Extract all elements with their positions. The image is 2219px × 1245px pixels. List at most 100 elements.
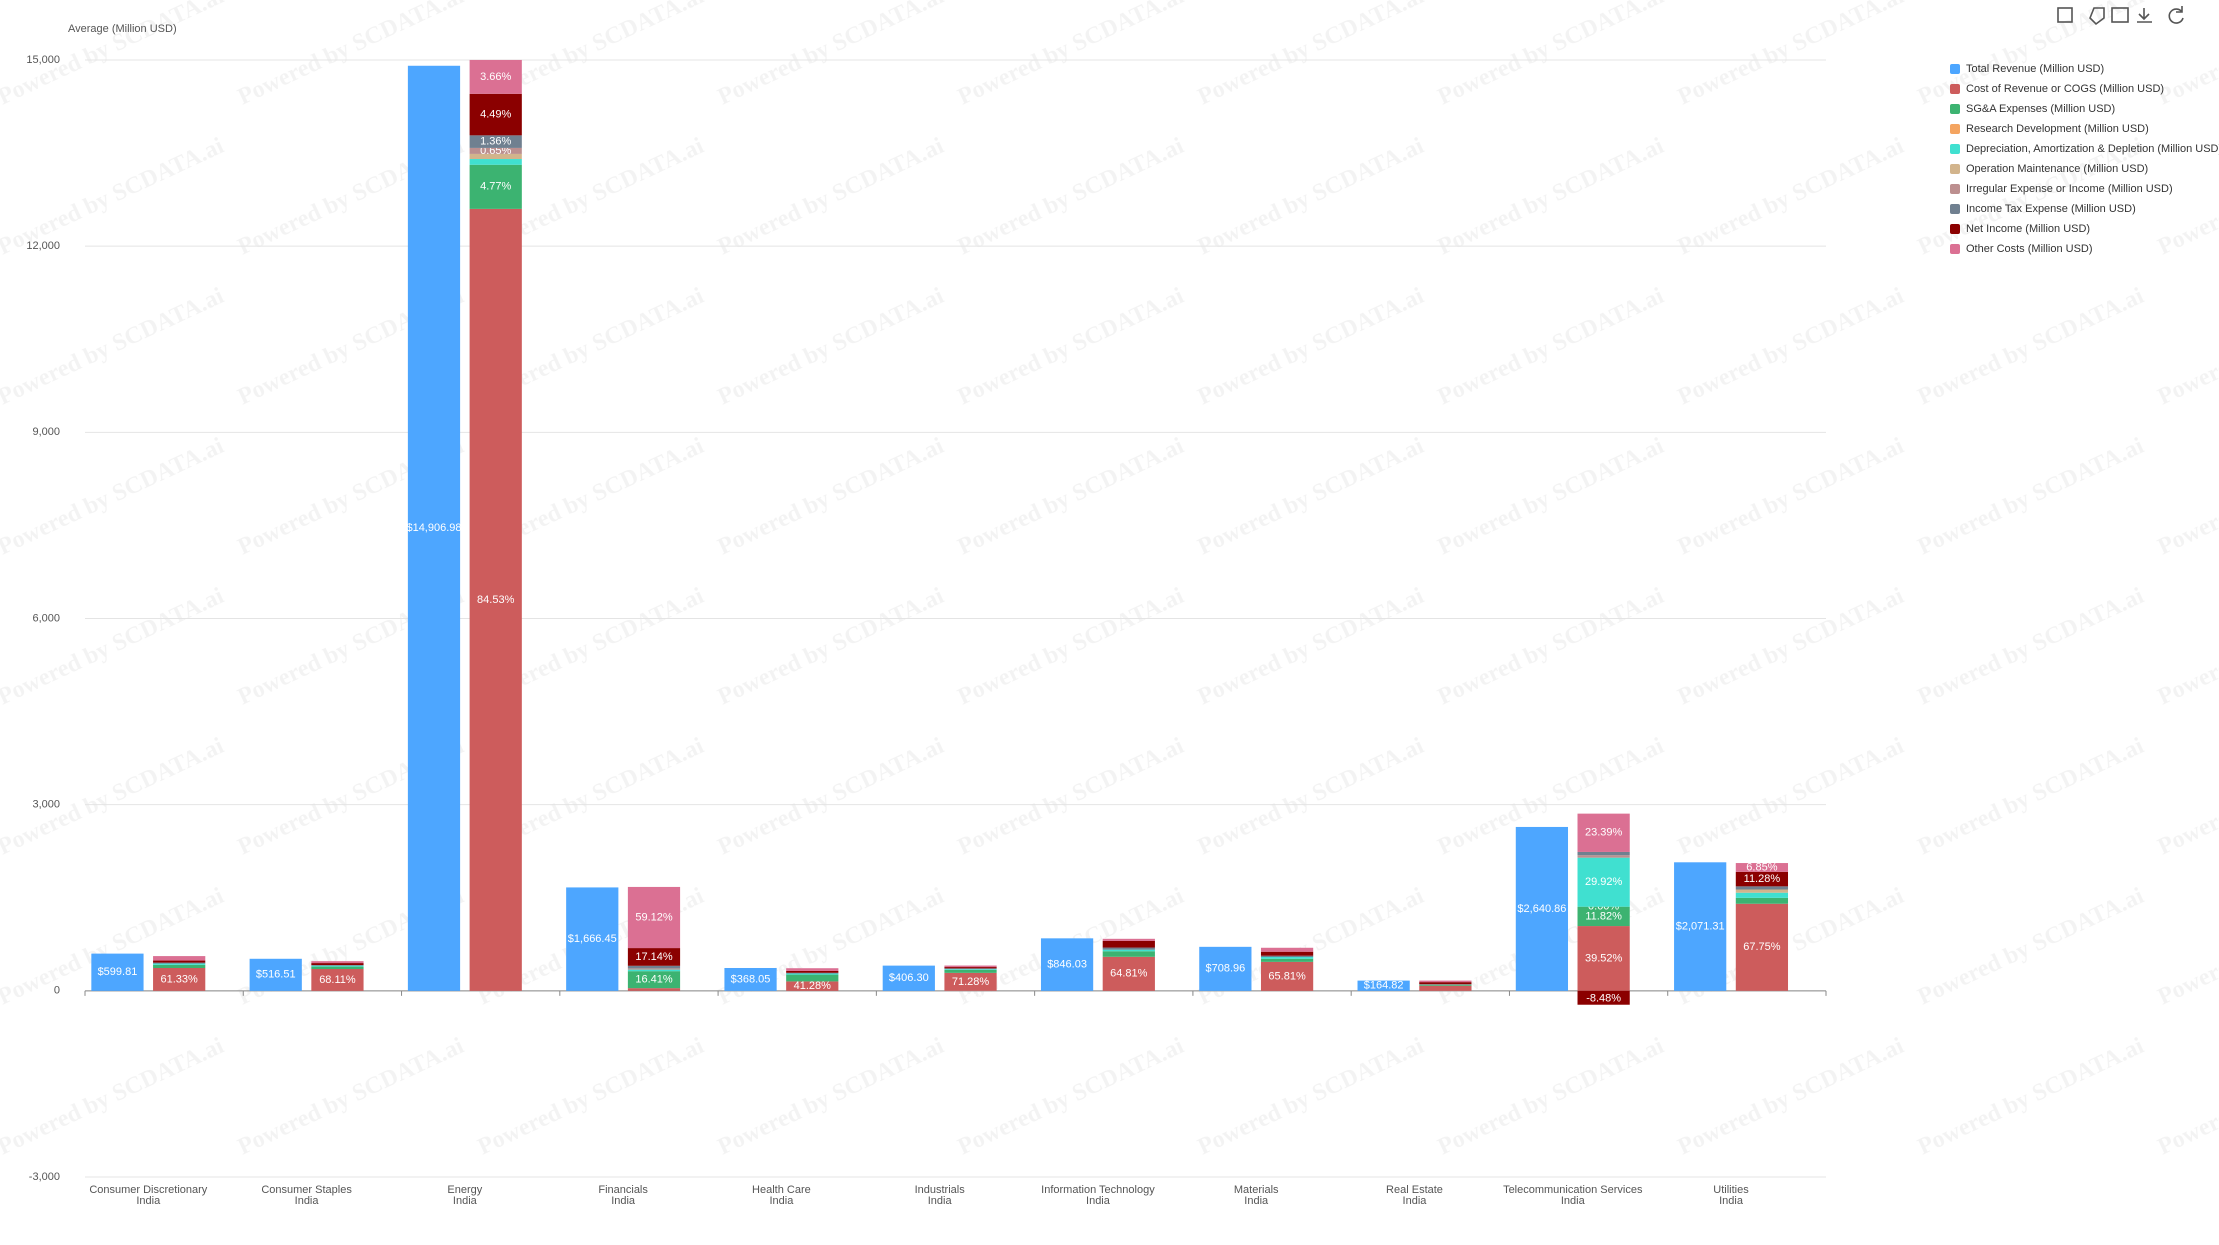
x-tick-label: Real Estate <box>1386 1184 1443 1196</box>
legend-label: Other Costs (Million USD) <box>1966 243 2093 255</box>
x-tick-label: Industrials <box>915 1184 966 1196</box>
stack-segment <box>1577 857 1630 907</box>
x-tick-label: India <box>1719 1195 1744 1207</box>
watermark: Powered by SCDATA.ai <box>1194 433 1428 561</box>
legend-label: Total Revenue (Million USD) <box>1966 63 2104 75</box>
stack-segment <box>944 968 997 970</box>
stack-segment <box>469 159 522 165</box>
x-tick-label: Materials <box>1234 1184 1279 1196</box>
stack-segment <box>944 969 997 970</box>
stack-segment <box>153 968 206 991</box>
watermark: Powered by SCDATA.ai <box>1194 283 1428 411</box>
stack-segment <box>469 208 522 991</box>
stack-segment <box>1102 938 1155 941</box>
watermark: Powered by SCDATA.ai <box>1194 133 1428 261</box>
legend-label: SG&A Expenses (Million USD) <box>1966 103 2115 115</box>
watermark: Powered by SCDATA.ai <box>1194 0 1428 110</box>
stack-segment <box>944 969 997 973</box>
watermark: Powered by SCDATA.ai <box>714 433 948 561</box>
watermark: Powered by SCDATA.ai <box>1914 283 2148 411</box>
segment-label: 61.33% <box>161 973 199 985</box>
watermark: Powered by SCDATA.ai <box>2154 583 2219 711</box>
segment-label: -0.15% <box>320 993 355 1005</box>
watermark: Powered by SCDATA.ai <box>2154 733 2219 861</box>
stack-segment <box>786 968 839 971</box>
bar-value-label: $2,640.86 <box>1517 903 1566 915</box>
stack-segment <box>627 886 681 949</box>
y-tick-label: 0 <box>54 985 60 997</box>
segment-label: 41.28% <box>794 980 832 992</box>
x-tick-label: India <box>769 1195 794 1207</box>
stack-segment <box>944 972 997 991</box>
stack-segment <box>1260 955 1314 958</box>
legend-swatch <box>1950 84 1960 94</box>
watermark: Powered by SCDATA.ai <box>2154 283 2219 411</box>
bar <box>882 965 935 991</box>
stack-segment <box>311 965 364 967</box>
stack-segment <box>469 93 522 136</box>
legend-swatch <box>1950 144 1960 154</box>
stack-segment <box>1577 851 1630 856</box>
tool-icon[interactable] <box>2168 6 2184 24</box>
stack-segment <box>1735 871 1789 887</box>
y-tick-label: 12,000 <box>26 240 60 252</box>
stack-segment <box>786 970 839 973</box>
x-tick-label: Utilities <box>1713 1184 1749 1196</box>
x-tick-label: India <box>928 1195 953 1207</box>
legend: Total Revenue (Million USD) Cost of Reven… <box>1950 63 2219 255</box>
segment-label: 6.85% <box>1746 861 1777 873</box>
x-tick-label: Financials <box>598 1184 648 1196</box>
watermark: Powered by SCDATA.ai <box>1914 583 2148 711</box>
watermark: Powered by SCDATA.ai <box>954 283 1188 411</box>
segment-label: -0.07% <box>1744 993 1779 1005</box>
stack-segment <box>469 59 522 94</box>
x-tick-label: India <box>1561 1195 1586 1207</box>
stack-segment <box>153 963 206 965</box>
watermark: Powered by SCDATA.ai <box>1674 733 1908 861</box>
segment-label: -8.48% <box>1586 993 1621 1005</box>
legend-label: Irregular Expense or Income (Million USD… <box>1966 183 2173 195</box>
watermark: Powered by SCDATA.ai <box>1674 1033 1908 1161</box>
bar-value-label: $406.30 <box>889 972 929 984</box>
bar <box>1674 862 1727 991</box>
tool-icon[interactable] <box>2137 8 2152 23</box>
segment-label: 4.49% <box>480 108 511 120</box>
watermark: Powered by SCDATA.ai <box>714 1033 948 1161</box>
watermark: Powered by SCDATA.ai <box>714 583 948 711</box>
legend-label: Depreciation, Amortization & Depletion (… <box>1966 143 2219 155</box>
bar-value-label: $846.03 <box>1047 958 1087 970</box>
watermark: Powered by SCDATA.ai <box>474 1033 708 1161</box>
stack-segment <box>627 948 681 966</box>
stack-segment <box>153 964 206 969</box>
stack-segment <box>1260 947 1314 952</box>
stack-segment <box>1735 886 1789 890</box>
stack-segment <box>469 135 522 148</box>
toolbar[interactable] <box>2057 6 2184 26</box>
segment-label: 68.11% <box>319 974 356 986</box>
tool-icon[interactable] <box>2111 7 2129 23</box>
stack-segment <box>1419 984 1472 985</box>
watermark: Powered by SCDATA.ai <box>0 733 228 861</box>
stack-segment <box>469 164 522 209</box>
segment-label: 67.75% <box>1743 941 1781 953</box>
segment-label: 11.28% <box>1744 873 1781 885</box>
watermark: Powered by SCDATA.ai <box>1194 583 1428 711</box>
tool-icon[interactable] <box>2057 7 2073 23</box>
segment-label: 23.39% <box>1585 827 1623 839</box>
x-tick-label: India <box>453 1195 478 1207</box>
watermark: Powered by SCDATA.ai <box>1674 583 1908 711</box>
x-tick-label: India <box>1086 1195 1111 1207</box>
stack-segment <box>1102 949 1155 952</box>
legend-swatch <box>1950 104 1960 114</box>
stack-segment <box>1735 892 1789 898</box>
stack-segment <box>1419 980 1472 983</box>
watermark: Powered by SCDATA.ai <box>1674 433 1908 561</box>
tool-icon[interactable] <box>2089 7 2105 26</box>
legend-swatch <box>1950 224 1960 234</box>
watermark: Powered by SCDATA.ai <box>1914 433 2148 561</box>
x-tick-label: Energy <box>447 1184 482 1196</box>
plot-area: -3,000 0 3,000 6,000 9,000 12,000 15,000 Consum… <box>26 54 1827 1207</box>
stack-segment <box>311 964 364 966</box>
stack-segment <box>627 971 681 989</box>
